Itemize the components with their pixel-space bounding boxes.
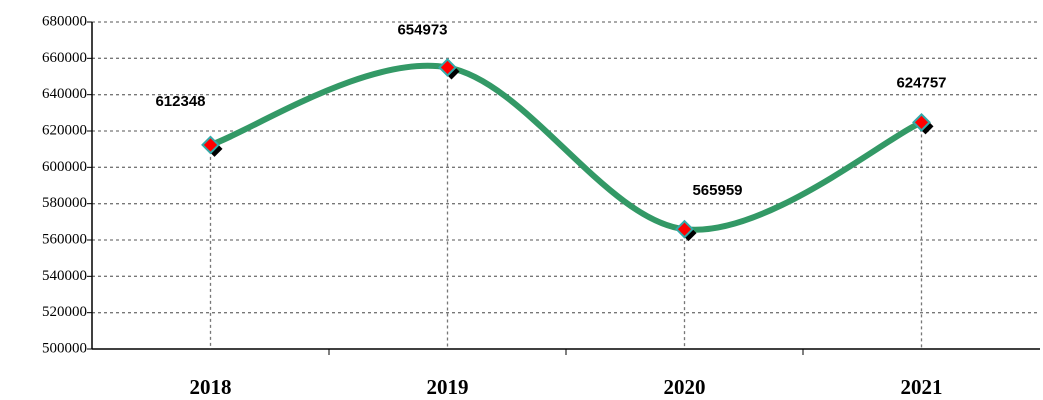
y-tick-label: 560000 xyxy=(42,231,87,247)
x-tick-label: 2018 xyxy=(190,375,232,399)
x-tick-label: 2020 xyxy=(664,375,706,399)
marker xyxy=(912,112,931,132)
y-tick-label: 680000 xyxy=(42,13,87,29)
line xyxy=(207,62,925,233)
x-tick-label: 2019 xyxy=(427,375,469,399)
x-tick-label: 2021 xyxy=(901,375,943,399)
y-tick-label: 600000 xyxy=(42,159,87,175)
marker xyxy=(438,58,457,77)
y-tick-label: 660000 xyxy=(42,50,87,66)
y-tick-label: 500000 xyxy=(42,340,87,356)
y-tick-label: 640000 xyxy=(42,86,87,102)
marker xyxy=(675,219,694,239)
data-label: 612348 xyxy=(155,93,205,110)
data-label: 565959 xyxy=(692,182,742,199)
data-label: 654973 xyxy=(397,21,447,38)
y-tick-label: 620000 xyxy=(42,122,87,138)
data-label: 624757 xyxy=(896,74,946,91)
marker xyxy=(201,135,220,155)
y-tick-label: 520000 xyxy=(42,304,87,320)
y-tick-label: 580000 xyxy=(42,195,87,211)
y-tick-label: 540000 xyxy=(42,268,87,284)
